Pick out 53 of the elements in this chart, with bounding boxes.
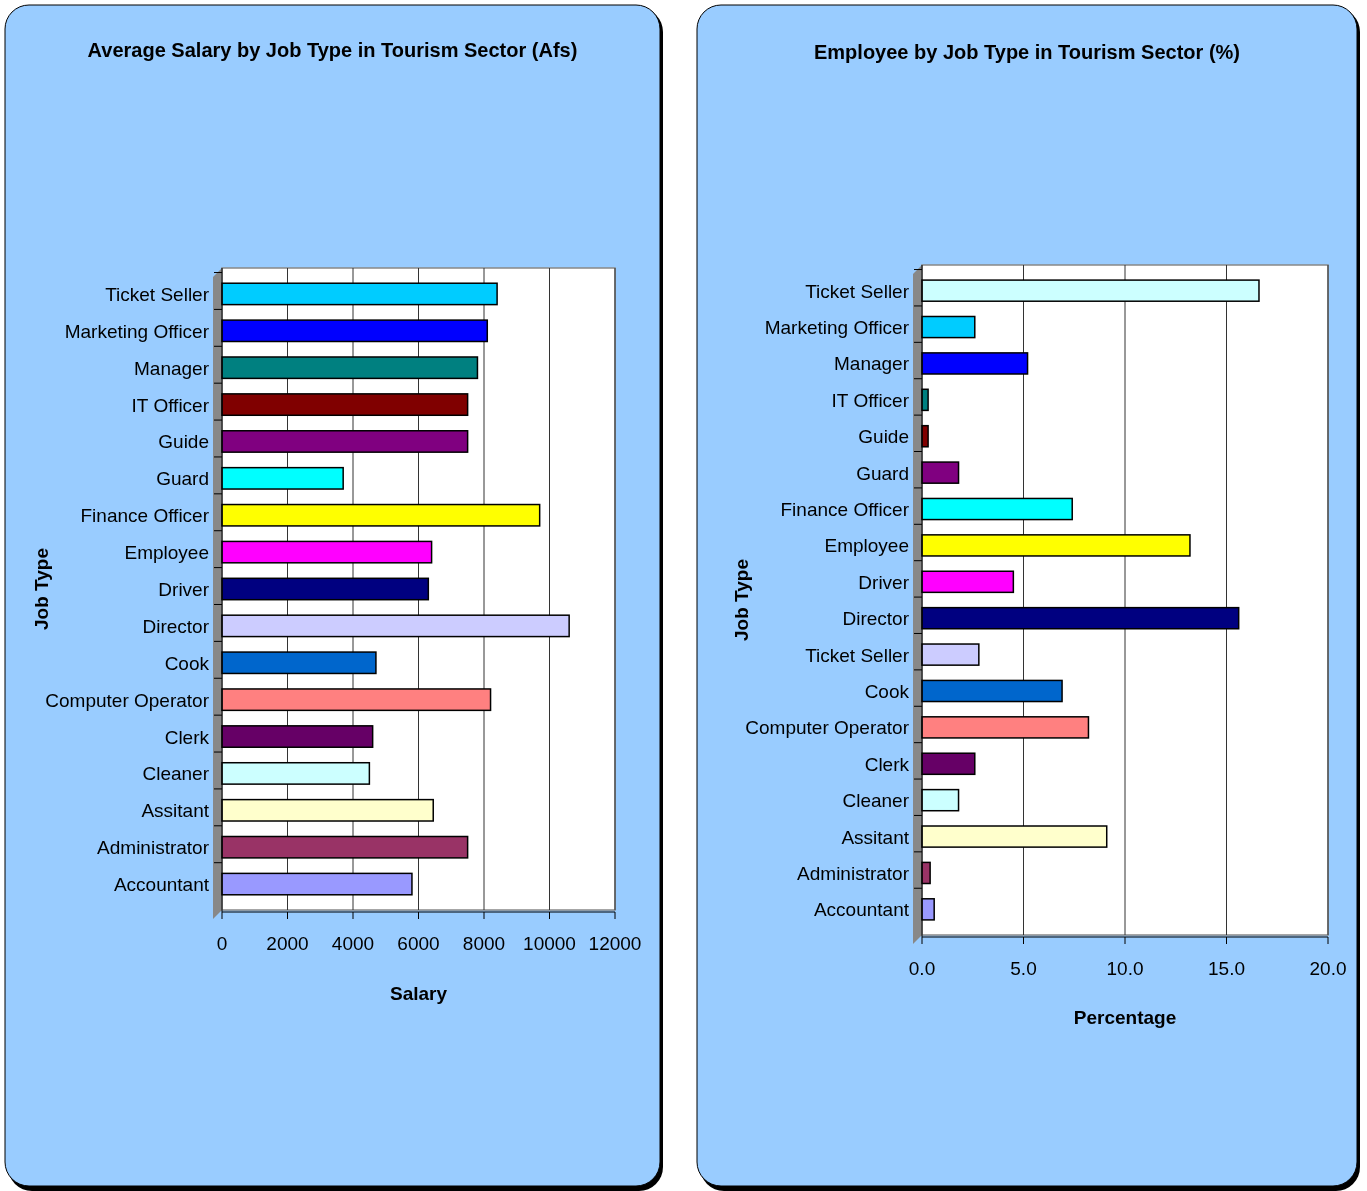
y-tick-label: IT Officer <box>131 394 210 416</box>
x-tick-label: 5.0 <box>1010 958 1037 979</box>
y-tick-label: Ticket Seller <box>105 283 210 305</box>
y-tick-label: Finance Officer <box>80 505 210 527</box>
x-tick-label: 0 <box>216 933 228 954</box>
x-tick-label: 2000 <box>266 933 309 954</box>
y-tick-label: Accountant <box>113 874 210 896</box>
x-tick-label: 6000 <box>397 933 440 954</box>
x-tick-label: 10.0 <box>1106 958 1144 979</box>
y-tick-label: Guide <box>158 431 209 453</box>
y-tick-label: Driver <box>858 571 910 593</box>
chart-title: Average Salary by Job Type in Tourism Sector (Afs) <box>87 39 578 61</box>
x-tick-label: 8000 <box>462 933 506 954</box>
y-tick-label: Director <box>142 615 210 637</box>
y-tick-label: Marketing Officer <box>64 320 210 342</box>
y-tick-label: Cleaner <box>142 763 210 785</box>
x-tick-label: 0.0 <box>908 958 936 979</box>
y-tick-label: Finance Officer <box>780 499 910 521</box>
y-tick-label: Computer Operator <box>45 689 210 711</box>
y-tick-label: Assitant <box>841 826 910 848</box>
x-axis-title: Percentage <box>1073 1007 1177 1028</box>
x-tick-label: 4000 <box>331 933 375 954</box>
x-axis-title: Salary <box>389 983 448 1004</box>
y-tick-label: Ticket Seller <box>805 644 910 666</box>
y-tick-label: Clerk <box>864 753 910 775</box>
y-axis-title: Job Type <box>31 548 52 630</box>
x-tick-label: 20.0 <box>1309 958 1347 979</box>
y-tick-label: IT Officer <box>831 389 910 411</box>
y-tick-label: Director <box>842 608 910 630</box>
y-tick-label: Employee <box>124 542 209 564</box>
x-tick-label: 10000 <box>523 933 576 954</box>
y-tick-label: Manager <box>834 353 910 375</box>
y-tick-label: Guard <box>156 468 209 490</box>
y-tick-label: Guard <box>856 462 909 484</box>
y-tick-label: Accountant <box>813 899 910 921</box>
chart-title: Employee by Job Type in Tourism Sector (%) <box>813 41 1241 63</box>
y-tick-label: Guide <box>858 426 909 448</box>
y-axis-title: Job Type <box>731 559 752 641</box>
y-tick-label: Driver <box>158 579 210 600</box>
y-tick-label: Employee <box>824 535 909 557</box>
x-tick-label: 12000 <box>588 933 642 954</box>
y-tick-label: Cook <box>164 652 210 674</box>
y-tick-label: Cook <box>864 680 910 702</box>
y-tick-label: Ticket Seller <box>805 280 910 302</box>
y-tick-label: Administrator <box>97 837 210 859</box>
y-tick-label: Manager <box>134 357 210 379</box>
y-tick-label: Cleaner <box>842 790 910 812</box>
y-tick-label: Marketing Officer <box>764 317 910 339</box>
y-tick-label: Administrator <box>797 862 910 884</box>
y-tick-label: Assitant <box>141 800 210 822</box>
y-tick-label: Clerk <box>164 726 210 748</box>
x-tick-label: 15.0 <box>1208 958 1245 979</box>
y-tick-label: Computer Operator <box>745 717 910 739</box>
